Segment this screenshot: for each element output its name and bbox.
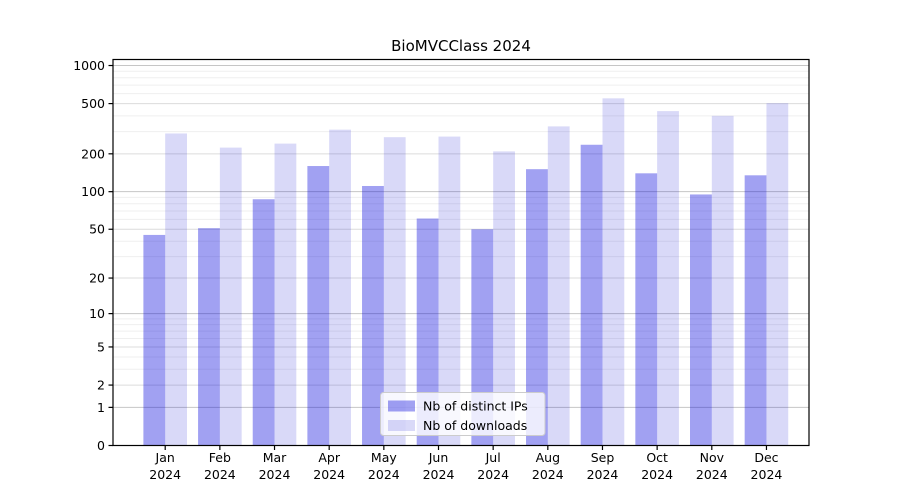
x-tick-label: Jun 2024 — [423, 450, 455, 482]
bar-downloads — [329, 129, 351, 446]
y-tick-label: 2 — [97, 378, 105, 393]
y-tick-label: 10 — [89, 306, 105, 321]
bar-downloads — [274, 143, 297, 446]
gridlines — [113, 65, 809, 408]
y-tick-label: 1 — [97, 400, 105, 415]
bar-distinct-ips — [690, 194, 712, 446]
bar-downloads — [766, 103, 789, 446]
bar-downloads — [219, 147, 242, 446]
y-tick-label: 1000 — [73, 58, 105, 73]
bar-distinct-ips — [526, 169, 548, 446]
y-tick-label: 50 — [89, 222, 105, 237]
x-tick-label: Nov 2024 — [696, 450, 728, 482]
chart-title: BioMVCClass 2024 — [391, 37, 531, 55]
bar-distinct-ips — [580, 144, 603, 446]
bar-series — [143, 98, 789, 446]
x-tick-label: Feb 2024 — [204, 450, 236, 482]
bar-distinct-ips — [416, 218, 439, 446]
x-tick-label: Oct 2024 — [641, 450, 673, 482]
bar-distinct-ips — [307, 166, 330, 446]
legend: Nb of distinct IPs Nb of downloads — [380, 392, 546, 436]
bar-distinct-ips — [635, 173, 658, 446]
bar-distinct-ips — [252, 199, 275, 446]
x-tick-label: Jan 2024 — [149, 450, 181, 482]
legend-label-downloads: Nb of downloads — [423, 418, 527, 433]
bar-distinct-ips — [362, 185, 384, 446]
legend-swatch-downloads — [388, 420, 415, 431]
x-tick-label: Jul 2024 — [477, 450, 509, 482]
y-tick-label: 5 — [97, 339, 105, 354]
bar-distinct-ips — [471, 229, 494, 446]
bar-downloads — [493, 151, 515, 446]
y-tick-label: 0 — [97, 438, 105, 453]
bar-distinct-ips — [198, 228, 220, 446]
bar-distinct-ips — [744, 175, 767, 446]
plot-frame — [112, 58, 810, 447]
x-tick-label: Aug 2024 — [532, 450, 564, 482]
bar-downloads — [711, 115, 734, 446]
bar-downloads — [165, 133, 187, 446]
y-axis-ticks: 0 1 2 5 10 20 50 100 200 500 1000 — [73, 58, 113, 453]
y-tick-label: 100 — [81, 184, 105, 199]
bar-downloads — [602, 98, 625, 446]
bar-downloads — [438, 136, 461, 446]
bar-downloads — [657, 111, 679, 446]
bar-downloads — [547, 126, 570, 446]
bar-downloads — [383, 137, 406, 446]
x-tick-label: Apr 2024 — [313, 450, 345, 482]
legend-label-distinct-ips: Nb of distinct IPs — [423, 399, 528, 414]
legend-box — [380, 392, 546, 436]
x-tick-label: Mar 2024 — [259, 450, 291, 482]
y-tick-label: 500 — [81, 96, 105, 111]
y-tick-label: 200 — [81, 146, 105, 161]
x-tick-label: Sep 2024 — [587, 450, 619, 482]
x-tick-label: May 2024 — [368, 450, 400, 482]
y-tick-label: 20 — [89, 271, 105, 286]
x-tick-label: Dec 2024 — [751, 450, 783, 482]
x-axis-ticks: Jan 2024 Feb 2024 Mar 2024 Apr 2024 May 2024 Jun 20… — [149, 445, 783, 482]
legend-swatch-distinct-ips — [388, 400, 415, 412]
bar-distinct-ips — [143, 234, 166, 446]
